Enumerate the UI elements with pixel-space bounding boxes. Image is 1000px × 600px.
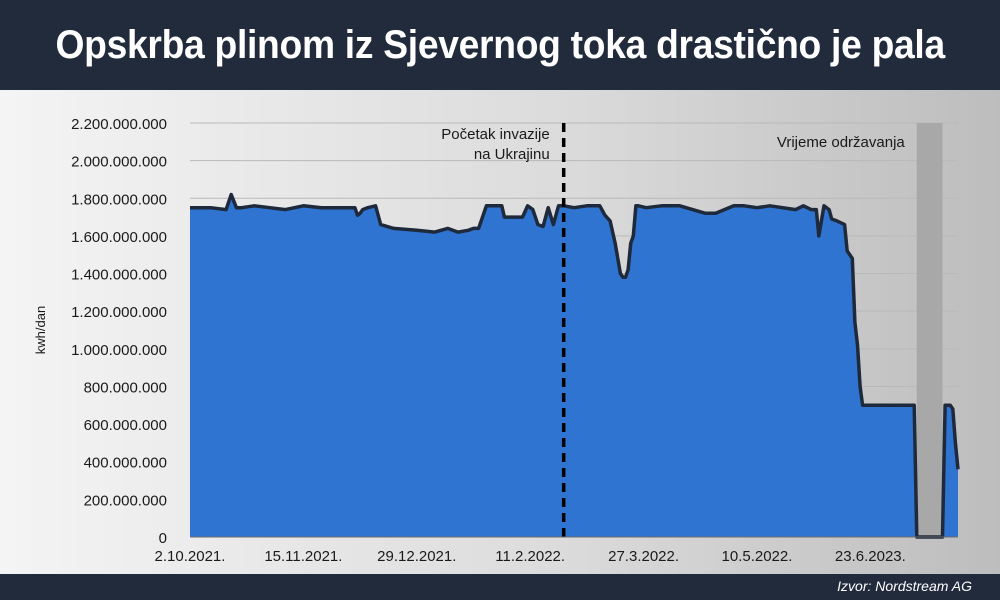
y-tick-label: 1.600.000.000 — [71, 229, 167, 246]
y-tick-label: 400.000.000 — [84, 455, 167, 472]
maintenance-annotation-text: Vrijeme održavanja — [777, 134, 905, 151]
y-tick-label: 800.000.000 — [84, 379, 167, 396]
invasion-annotation-text: Početak invazije — [441, 126, 549, 143]
y-tick-label: 1.000.000.000 — [71, 342, 167, 359]
series-line — [190, 192, 960, 539]
y-tick-label: 600.000.000 — [84, 417, 167, 434]
y-tick-label: 1.400.000.000 — [71, 267, 167, 284]
chart-title: Opskrba plinom iz Sjevernog toka drastič… — [55, 22, 945, 67]
x-tick-label: 2.10.2021. — [155, 548, 226, 565]
y-tick-labels: 0 200.000.000 400.000.000 600.000.000 800.00… — [71, 116, 167, 547]
annotations: Početak invazije na Ukrajinu Vrijeme održa… — [441, 126, 905, 163]
y-tick-label: 2.000.000.000 — [71, 154, 167, 171]
source-label: Izvor: Nordstream AG — [837, 578, 972, 594]
header-bar: Opskrba plinom iz Sjevernog toka drastič… — [0, 0, 1000, 90]
x-tick-label: 27.3.2022. — [608, 548, 679, 565]
footer-bar: Izvor: Nordstream AG — [0, 574, 1000, 600]
y-tick-label: 0 — [159, 530, 167, 547]
x-tick-label: 11.2.2022. — [495, 548, 565, 565]
x-tick-label: 23.6.2023. — [835, 548, 906, 565]
x-tick-label: 29.12.2021. — [377, 548, 456, 565]
invasion-annotation-text: na Ukrajinu — [474, 146, 550, 163]
x-tick-labels: 2.10.2021. 15.11.2021. 29.12.2021. 11.2.202… — [155, 548, 906, 565]
series-area — [190, 194, 958, 537]
y-tick-label: 1.200.000.000 — [71, 304, 167, 321]
y-tick-label: 1.800.000.000 — [71, 191, 167, 208]
maintenance-band — [916, 123, 943, 537]
y-axis-label: kwh/dan — [33, 306, 48, 354]
y-tick-label: 200.000.000 — [84, 492, 167, 509]
x-tick-label: 10.5.2022. — [722, 548, 793, 565]
x-tick-label: 15.11.2021. — [264, 548, 342, 565]
y-tick-label: 2.200.000.000 — [71, 116, 167, 133]
